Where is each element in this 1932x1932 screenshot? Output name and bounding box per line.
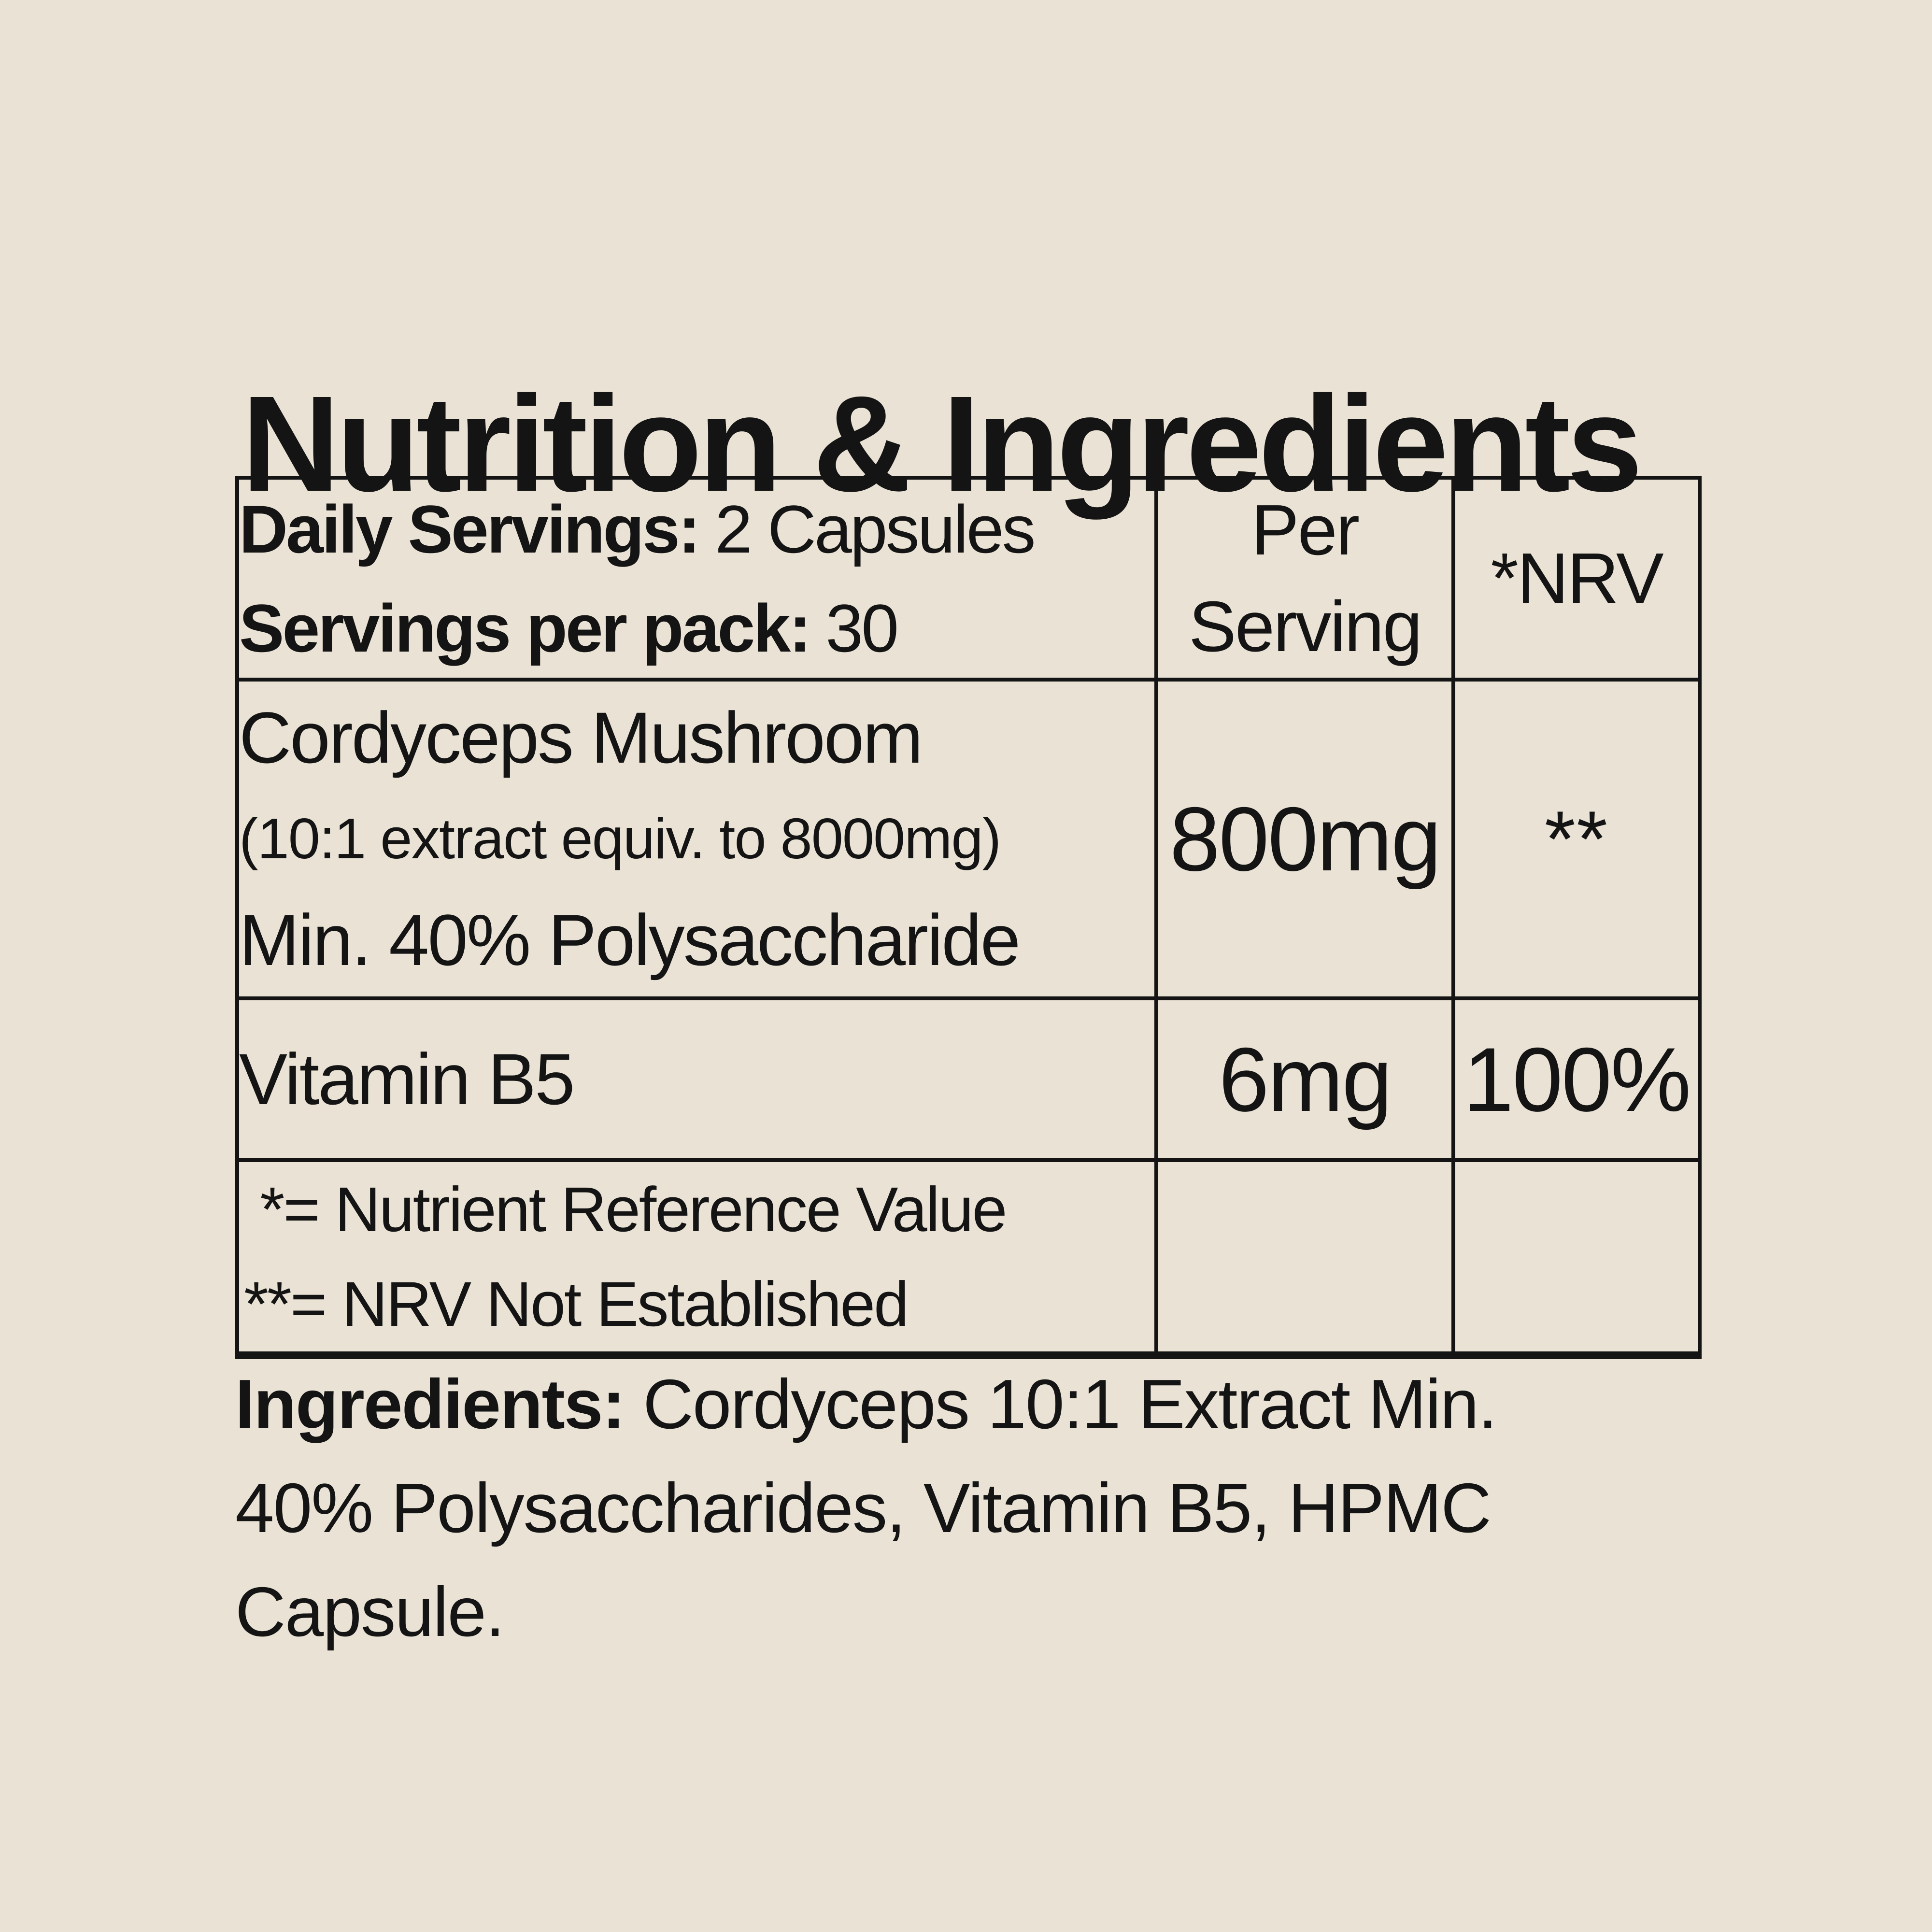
vitamin-b5-name-cell: Vitamin B5 [235, 996, 1158, 1162]
per-serving-header-cell: Per Serving [1154, 476, 1455, 682]
footnotes-empty-cell-per-serving [1154, 1158, 1455, 1357]
vitamin-b5-per-serving-cell: 6mg [1154, 996, 1455, 1162]
cordyceps-nrv-mark: ** [1544, 795, 1609, 883]
footnotes-empty-cell-nrv [1451, 1158, 1702, 1357]
nrv-not-established-footnote: **= NRV Not Established [244, 1268, 909, 1339]
per-serving-header-label: Per Serving [1189, 490, 1422, 667]
ingredients-line-1-text: Cordyceps 10:1 Extract Min. [624, 1365, 1497, 1443]
cordyceps-name: Cordyceps Mushroom [239, 697, 923, 778]
footnotes-cell: *= Nutrient Reference Value **= NRV Not … [235, 1158, 1158, 1357]
vitamin-b5-nrv-value: 100% [1463, 1028, 1691, 1130]
footnotes-row: *= Nutrient Reference Value **= NRV Not … [235, 1158, 1702, 1357]
ingredients-line-3: Capsule. [235, 1573, 505, 1651]
servings-per-pack-line: Servings per pack: 30 [239, 579, 1152, 676]
daily-servings-line: Daily Servings: 2 Capsules [239, 482, 1152, 579]
cordyceps-row: Cordyceps Mushroom (10:1 extract equiv. … [235, 678, 1702, 1000]
cordyceps-extract-detail: (10:1 extract equiv. to 8000mg) [239, 807, 1001, 871]
cordyceps-name-cell: Cordyceps Mushroom (10:1 extract equiv. … [235, 678, 1158, 1000]
vitamin-b5-amount: 6mg [1219, 1028, 1392, 1130]
daily-servings-label: Daily Servings: [239, 491, 701, 567]
ingredients-line-1: Ingredients: Cordyceps 10:1 Extract Min. [235, 1352, 1781, 1456]
nrv-header-label: *NRV [1491, 539, 1663, 618]
cordyceps-polysaccharide-note: Min. 40% Polysaccharide [239, 899, 1021, 980]
cordyceps-amount: 800mg [1169, 788, 1442, 890]
nrv-footnote: *= Nutrient Reference Value [244, 1174, 1007, 1245]
table-header-row: Daily Servings: 2 Capsules Servings per p… [235, 476, 1702, 682]
vitamin-b5-row: Vitamin B5 6mg 100% [235, 996, 1702, 1162]
ingredients-line-2: 40% Polysaccharides, Vitamin B5, HPMC [235, 1469, 1492, 1547]
vitamin-b5-name: Vitamin B5 [239, 1038, 575, 1120]
servings-per-pack-label: Servings per pack: [239, 590, 811, 666]
servings-header-cell: Daily Servings: 2 Capsules Servings per p… [235, 476, 1158, 682]
nutrition-table: Daily Servings: 2 Capsules Servings per p… [235, 476, 1702, 1359]
ingredients-paragraph: Ingredients: Cordyceps 10:1 Extract Min.… [235, 1352, 1781, 1664]
daily-servings-value: 2 Capsules [715, 491, 1036, 567]
vitamin-b5-nrv-cell: 100% [1451, 996, 1702, 1162]
ingredients-label: Ingredients: [235, 1365, 625, 1443]
servings-per-pack-value: 30 [825, 590, 899, 666]
cordyceps-per-serving-cell: 800mg [1154, 678, 1455, 1000]
nrv-header-cell: *NRV [1451, 476, 1702, 682]
cordyceps-nrv-cell: ** [1451, 678, 1702, 1000]
